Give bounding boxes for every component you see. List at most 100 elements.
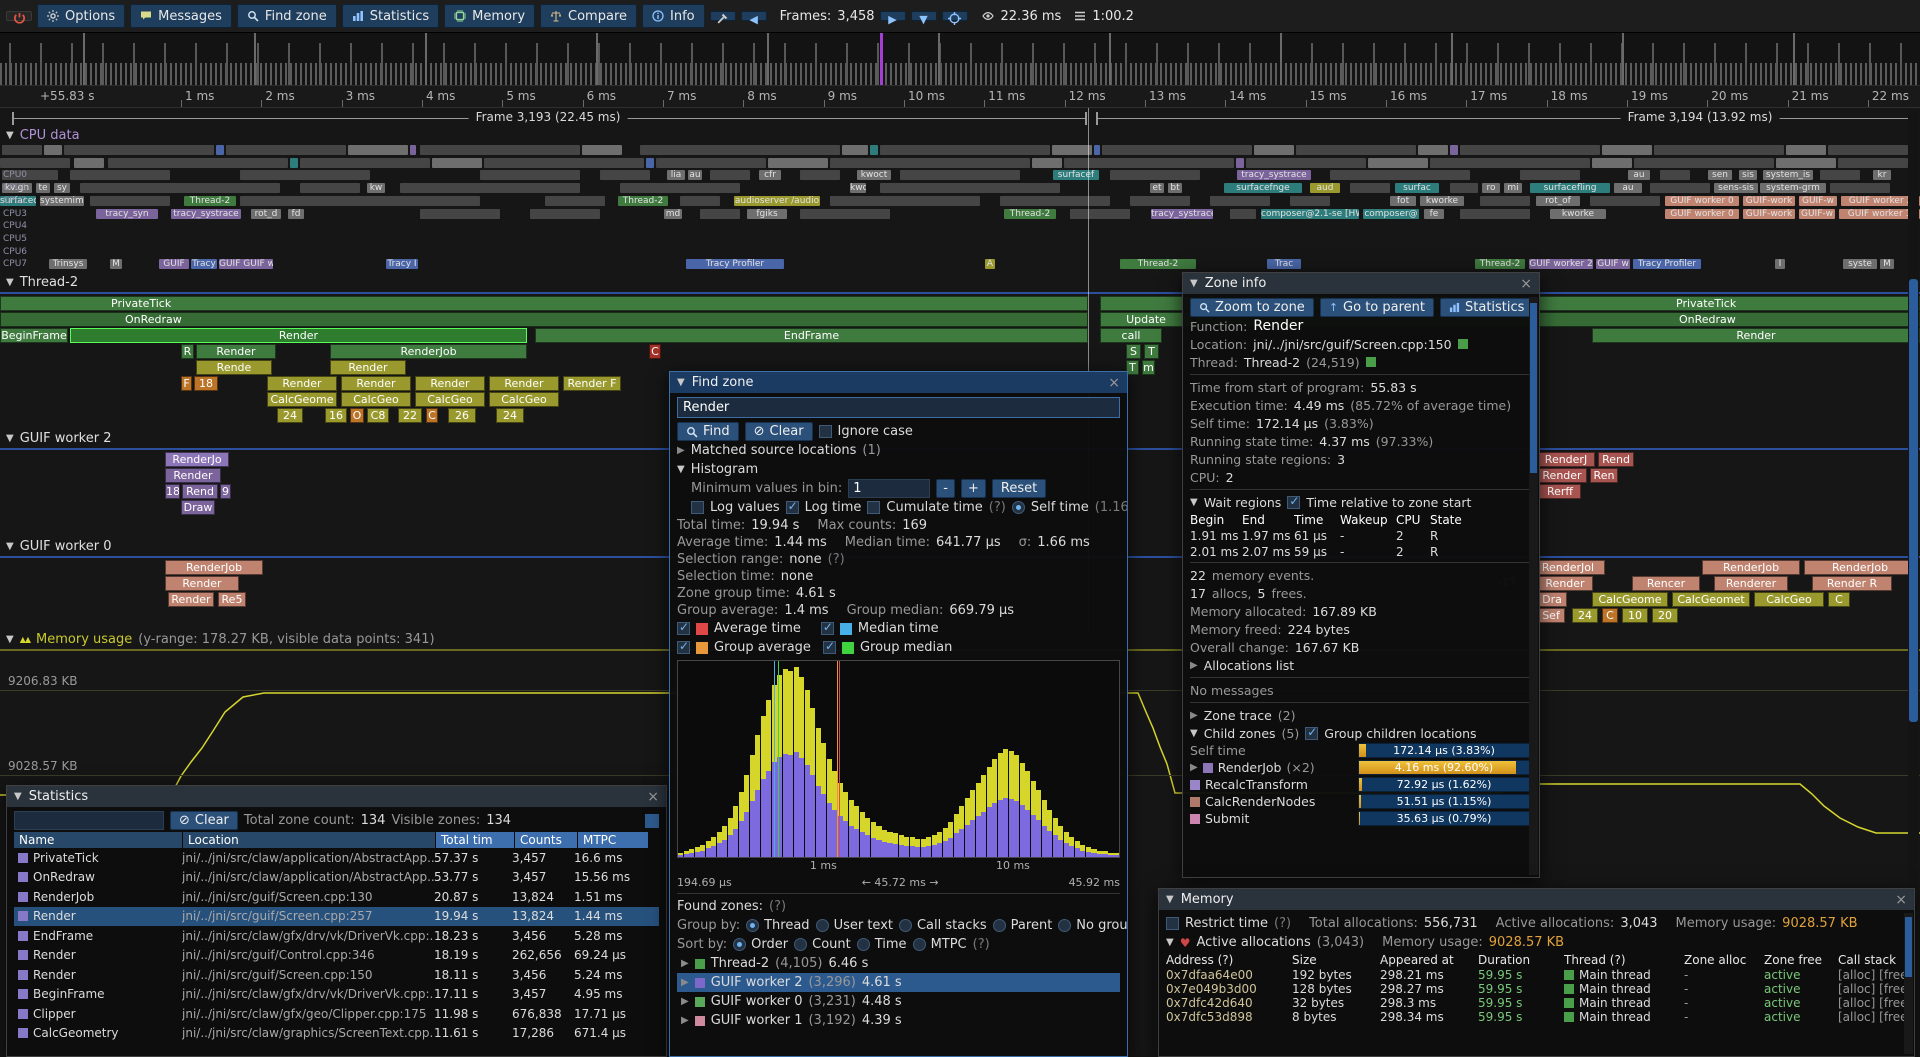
cpu-zone[interactable] bbox=[880, 183, 1060, 194]
close-icon[interactable]: × bbox=[647, 788, 659, 805]
find-button[interactable]: Find bbox=[677, 422, 739, 441]
median-time-checkbox[interactable] bbox=[820, 620, 834, 635]
go-to-parent-button[interactable]: ↑ Go to parent bbox=[1319, 298, 1434, 317]
cpu-zone[interactable]: tracy_systrace bbox=[1151, 208, 1213, 219]
cpu-zone[interactable]: fe bbox=[1424, 208, 1444, 219]
cpu-zone[interactable] bbox=[1102, 145, 1252, 155]
cpu-zone[interactable]: fot bbox=[1390, 195, 1416, 206]
timeline-zone[interactable]: RenderJol bbox=[1531, 560, 1605, 575]
collapse-icon[interactable]: ▼ bbox=[1166, 937, 1174, 948]
allocations-column-header[interactable]: Address (?) bbox=[1166, 953, 1234, 967]
timeline-zone[interactable]: 22 bbox=[398, 408, 422, 423]
self-time-checkbox[interactable] bbox=[1011, 501, 1025, 514]
timeline-zone[interactable]: Rerff bbox=[1539, 484, 1581, 499]
matched-locations-label[interactable]: Matched source locations bbox=[690, 443, 857, 458]
cpu-zone[interactable]: kv.gn bbox=[2, 183, 32, 194]
memory-button[interactable]: Memory bbox=[444, 4, 536, 28]
cpu-zone[interactable]: tracy_syn bbox=[96, 208, 158, 219]
allocation-address[interactable]: 0x7e049b3d00 bbox=[1166, 982, 1257, 996]
cpu-zone[interactable]: composer@ bbox=[1363, 208, 1419, 219]
timeline-zone[interactable]: R bbox=[181, 344, 194, 359]
stats-row[interactable]: Render jni/../jni/src/guif/Control.cpp:34… bbox=[14, 946, 659, 966]
allocations-column-header[interactable]: Zone alloc bbox=[1684, 953, 1747, 967]
cpu-zone[interactable]: et bbox=[1150, 183, 1164, 194]
memory-usage-header[interactable]: ▼ ▲▲ Memory usage (y-range: 178.27 KB, v… bbox=[6, 632, 435, 647]
cpu-data-header[interactable]: ▼ CPU data bbox=[6, 128, 80, 143]
sort-by-radio[interactable] bbox=[733, 938, 747, 951]
allocation-call-stack[interactable]: [alloc] [free] bbox=[1838, 996, 1907, 1010]
timeline-zone[interactable]: 18 bbox=[165, 484, 180, 499]
cpu-zone[interactable]: surfacef bbox=[1053, 170, 1099, 181]
cpu-zone[interactable]: md bbox=[664, 208, 682, 219]
timeline-zone[interactable]: 10 bbox=[1622, 608, 1648, 623]
allocation-call-stack[interactable]: [alloc] [free] bbox=[1838, 1010, 1907, 1024]
child-zone-row[interactable]: CalcRenderNodes 51.51 µs (1.15%) bbox=[1190, 793, 1530, 810]
cpu-zone[interactable] bbox=[1210, 195, 1270, 206]
cpu-zone[interactable]: Thread-2 bbox=[184, 195, 236, 206]
collapse-icon[interactable]: ▼ bbox=[6, 130, 14, 141]
allocation-call-stack[interactable]: [alloc] [free] bbox=[1838, 968, 1907, 982]
stats-row[interactable]: Render jni/../jni/src/guif/Screen.cpp:150… bbox=[14, 965, 659, 985]
timeline-zone[interactable]: PrivateTick bbox=[0, 296, 1088, 311]
timeline-zone[interactable]: 24 bbox=[496, 408, 524, 423]
group-by-radio[interactable] bbox=[815, 919, 829, 932]
find-zone-search-input[interactable] bbox=[677, 397, 1120, 418]
cpu-zone[interactable]: GUIF worker 0 bbox=[1665, 195, 1739, 206]
cpu-zone[interactable] bbox=[1602, 145, 1652, 155]
allocations-column-header[interactable]: Zone free bbox=[1764, 953, 1823, 967]
cpu-zone[interactable] bbox=[830, 157, 1030, 168]
collapse-icon[interactable]: ▼ bbox=[677, 464, 685, 475]
next-frame-button[interactable]: ▶ bbox=[879, 11, 906, 26]
allocation-address[interactable]: 0x7dfaa64e00 bbox=[1166, 968, 1253, 982]
cpu-zone[interactable]: Trinsys bbox=[49, 259, 87, 270]
thread-header[interactable]: ▼ GUIF worker 0 bbox=[6, 539, 111, 554]
cpu-zone[interactable] bbox=[2, 145, 42, 155]
cpu-zone[interactable] bbox=[1828, 145, 1908, 155]
timeline-zone[interactable]: C bbox=[649, 344, 661, 359]
cpu-zone[interactable] bbox=[545, 195, 605, 206]
timeline-zone[interactable]: 24 bbox=[1572, 608, 1598, 623]
cpu-zone[interactable]: M bbox=[1880, 259, 1894, 270]
cpu-zone[interactable] bbox=[1660, 170, 1690, 181]
timeline-zone[interactable]: T bbox=[1126, 360, 1139, 375]
stats-row[interactable]: BeginFrame jni/../jni/src/claw/gfx/drv/vk… bbox=[14, 985, 659, 1005]
timeline-zone[interactable]: 24 bbox=[277, 408, 303, 423]
timeline-zone[interactable]: Render bbox=[196, 344, 276, 359]
messages-button[interactable]: Messages bbox=[130, 4, 232, 28]
options-button[interactable]: Options bbox=[37, 4, 126, 28]
timeline-zone[interactable]: 16 bbox=[325, 408, 347, 423]
cpu-zone[interactable]: kworke bbox=[1550, 208, 1606, 219]
timeline-zone[interactable]: Render bbox=[165, 468, 221, 483]
expand-icon[interactable]: ▶ bbox=[681, 977, 689, 988]
timeline-zone[interactable]: Re5 bbox=[218, 592, 246, 607]
stats-column-header[interactable]: Counts bbox=[515, 832, 577, 848]
zone-trace-label[interactable]: Zone trace bbox=[1203, 707, 1272, 723]
window-titlebar[interactable]: ▼ Find zone × bbox=[670, 372, 1127, 393]
cpu-zone[interactable]: surfacefling bbox=[1530, 183, 1610, 194]
cpu-zone[interactable]: fd bbox=[288, 208, 304, 219]
cpu-zone[interactable] bbox=[880, 145, 1050, 155]
info-button[interactable]: Info bbox=[642, 4, 705, 28]
collapse-icon[interactable]: ▼ bbox=[1190, 727, 1198, 739]
cpu-zone[interactable] bbox=[800, 208, 890, 219]
found-zone-group[interactable]: ▶ GUIF worker 2 (3,296) 4.61 s bbox=[677, 973, 1120, 992]
cpu-zone[interactable]: aud bbox=[1310, 183, 1340, 194]
timeline-zone[interactable]: Render bbox=[341, 376, 411, 391]
cpu-zone[interactable] bbox=[1032, 157, 1062, 168]
cpu-zone[interactable] bbox=[1820, 170, 1860, 181]
cpu-zone[interactable] bbox=[70, 170, 170, 181]
clear-filter-button[interactable]: ⊘ Clear bbox=[170, 811, 238, 830]
cpu-zone[interactable] bbox=[90, 195, 170, 206]
group-by-option[interactable]: User text bbox=[815, 918, 893, 933]
cpu-zone[interactable]: systemims bbox=[40, 195, 84, 206]
cpu-zone[interactable]: fgiks bbox=[747, 208, 787, 219]
timeline-zone[interactable]: C bbox=[426, 408, 438, 423]
cpu-zone[interactable]: mi bbox=[1504, 183, 1522, 194]
timeline-zone[interactable]: Sef bbox=[1537, 608, 1565, 623]
thread-header[interactable]: ▼ Thread-2 bbox=[6, 275, 78, 290]
cpu-zone[interactable] bbox=[600, 170, 650, 181]
frame-label[interactable]: Frame 3,194 (13.92 ms) bbox=[1620, 110, 1780, 124]
average-time-checkbox[interactable] bbox=[677, 620, 690, 635]
timeline-zone[interactable]: OnRedraw bbox=[0, 312, 1088, 327]
timeline-zone[interactable]: Render bbox=[1592, 328, 1920, 343]
